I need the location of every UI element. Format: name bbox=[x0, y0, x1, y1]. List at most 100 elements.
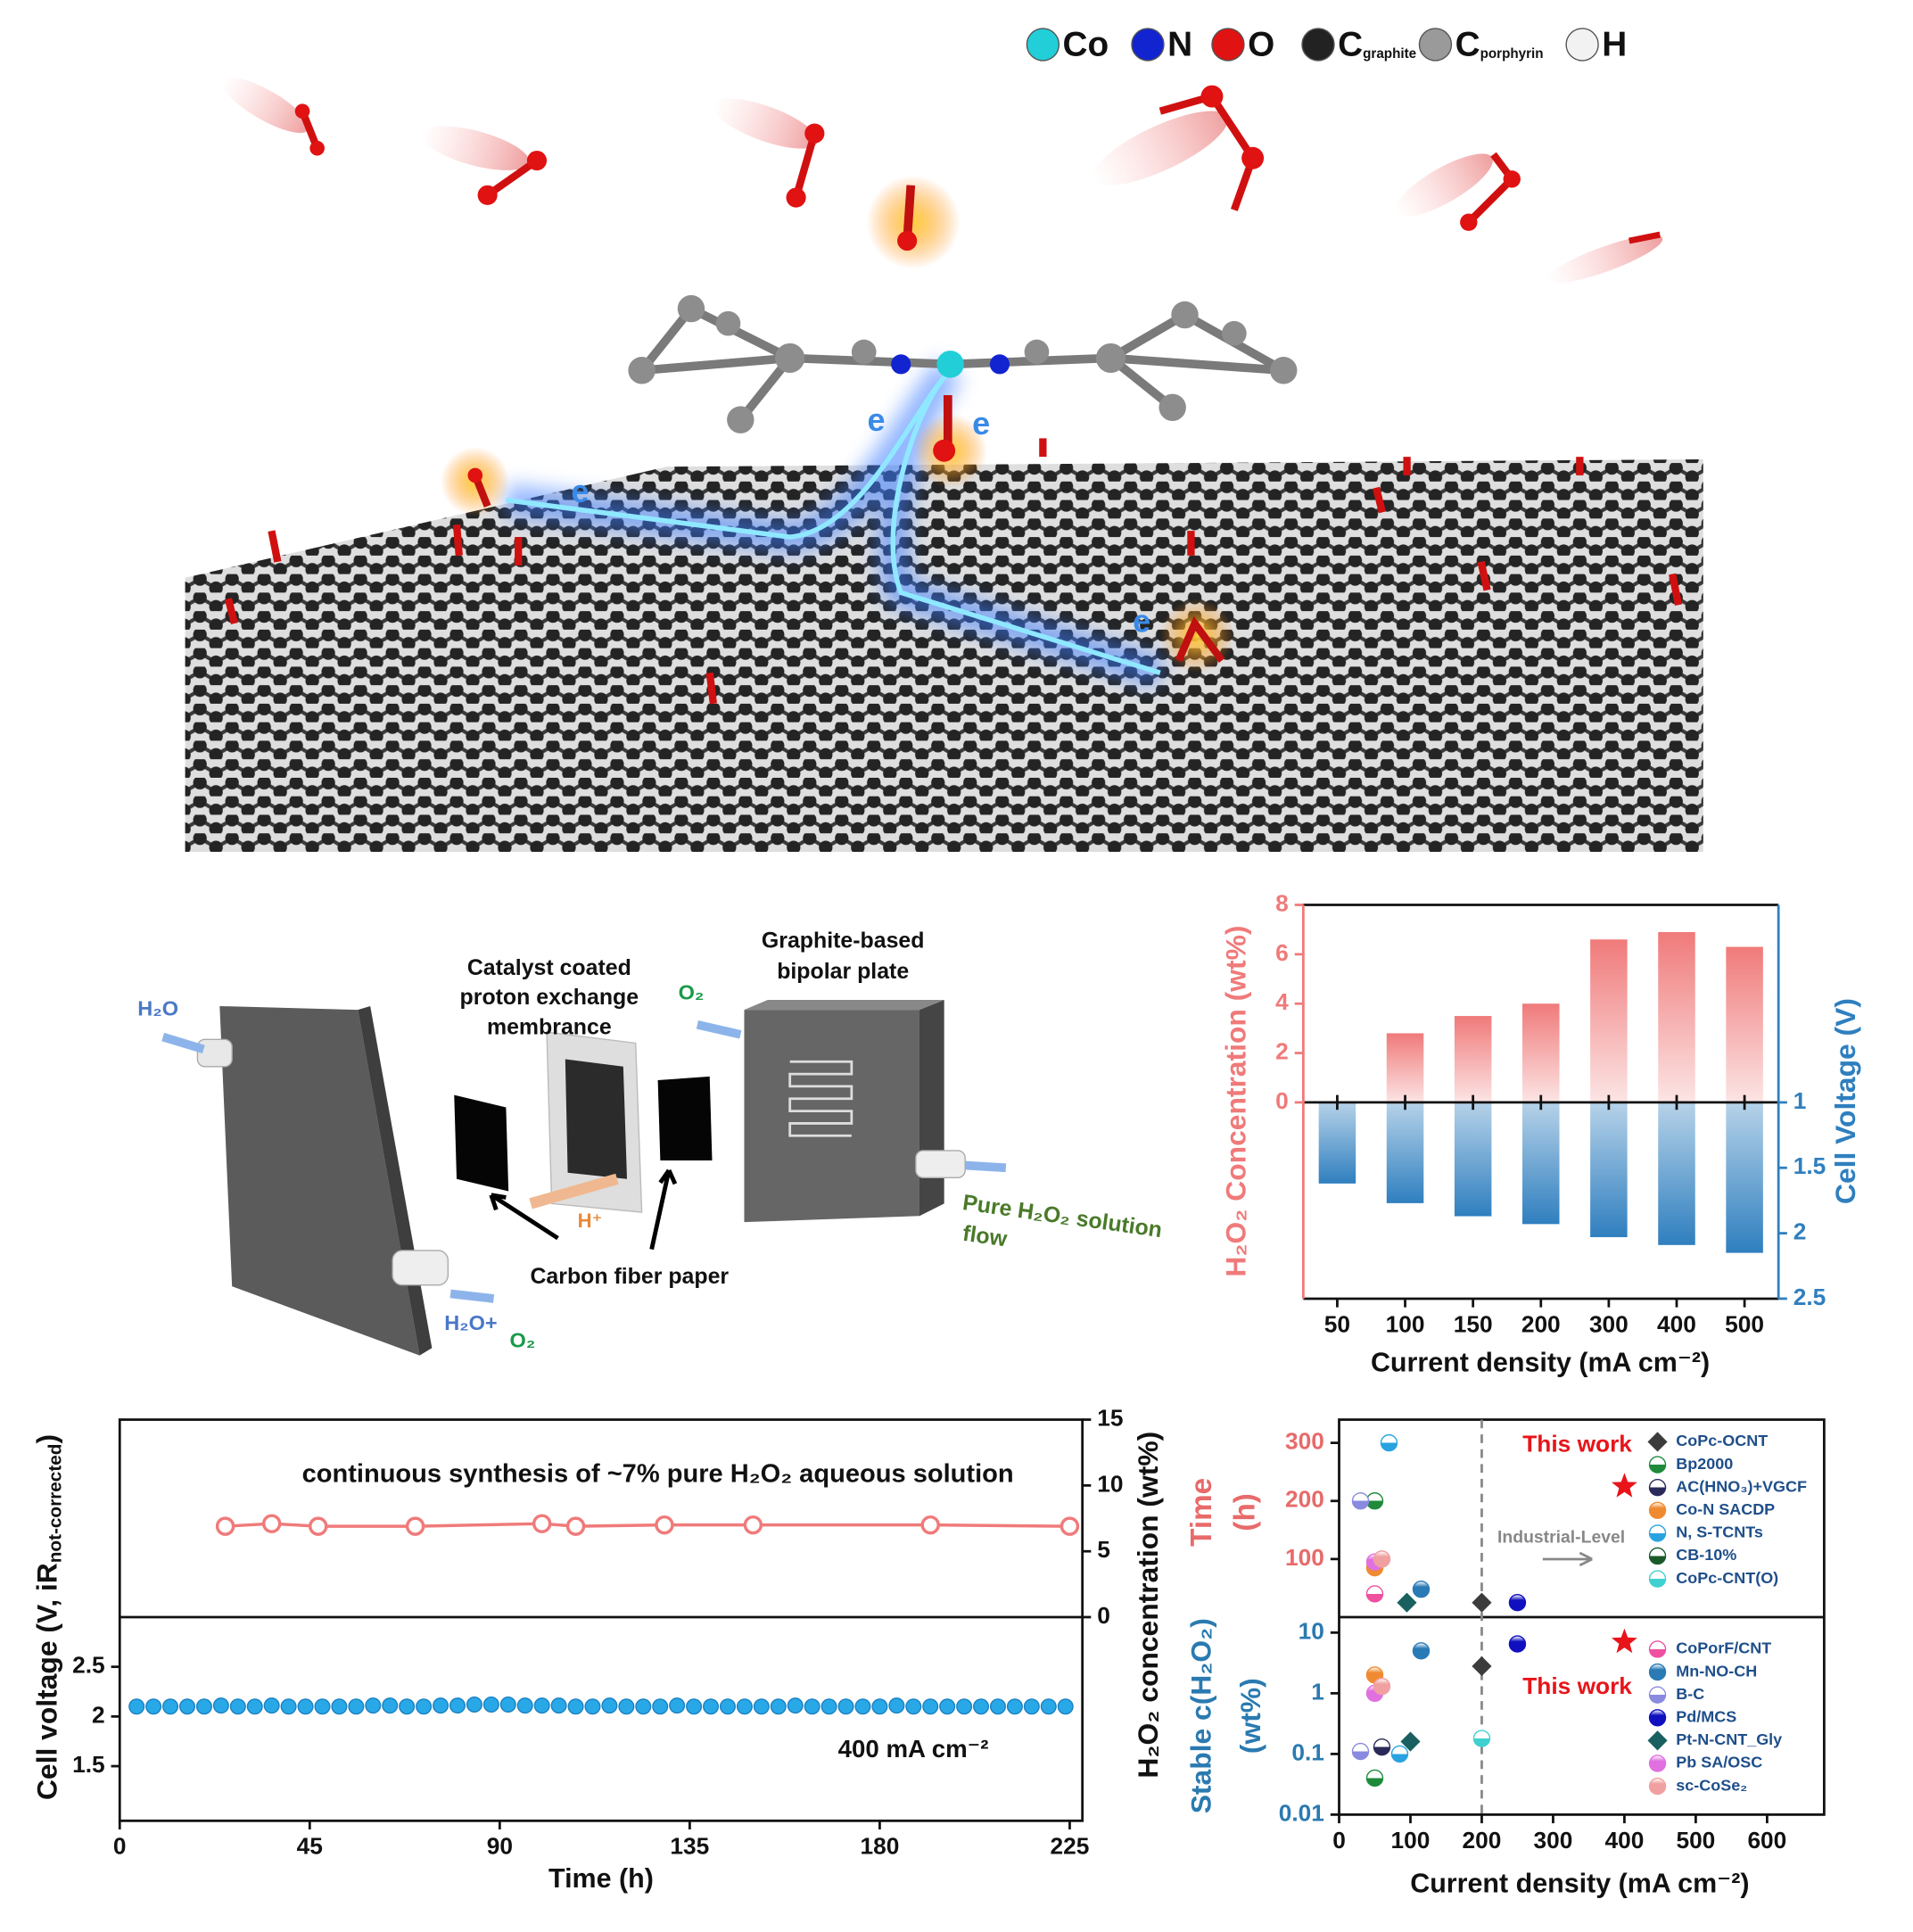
voltage-point bbox=[550, 1697, 567, 1714]
y-axis-title: H₂O₂ Concentration (wt%) bbox=[1219, 925, 1251, 1276]
voltage-point bbox=[871, 1698, 888, 1715]
membrane-label: proton exchange bbox=[460, 985, 639, 1010]
marker-ball bbox=[1365, 1769, 1384, 1788]
voltage-point bbox=[178, 1698, 195, 1715]
voltage-point bbox=[229, 1698, 246, 1715]
atom-symbol: C bbox=[1338, 26, 1363, 64]
marker-ball bbox=[1373, 1677, 1391, 1696]
inlet-label: H₂O bbox=[137, 996, 178, 1020]
legend-label: CoPc-CNT(O) bbox=[1676, 1569, 1778, 1587]
voltage-point bbox=[365, 1697, 382, 1714]
y2-tick-label: 0 bbox=[1097, 1602, 1110, 1629]
marker-ball bbox=[1373, 1738, 1391, 1756]
legend-swatch bbox=[1647, 1730, 1668, 1751]
bar bbox=[1522, 1003, 1560, 1102]
voltage-point bbox=[433, 1697, 449, 1714]
voltage-point bbox=[263, 1697, 280, 1714]
marker-ball bbox=[1412, 1581, 1431, 1598]
y2-axis-title: Stable c(H₂O₂) bbox=[1185, 1618, 1217, 1813]
annotation-arrow bbox=[1542, 1551, 1593, 1567]
electron-label: e bbox=[1133, 602, 1150, 639]
marker-ball bbox=[1365, 1492, 1384, 1510]
graphene-sheet bbox=[185, 458, 1703, 852]
plot-frame bbox=[118, 1418, 1084, 1822]
y2-axis-unit: (wt%) bbox=[1234, 1678, 1266, 1754]
legend-label: Pb SA/OSC bbox=[1676, 1754, 1762, 1771]
marker-diamond bbox=[1400, 1731, 1421, 1752]
legend-swatch bbox=[1648, 1754, 1667, 1772]
marker-diamond bbox=[1397, 1592, 1417, 1613]
outlet-pipe bbox=[392, 1250, 449, 1286]
electron-path bbox=[506, 368, 1161, 675]
o2-inlet-label: O₂ bbox=[679, 980, 705, 1003]
legend-label: Pd/MCS bbox=[1676, 1708, 1736, 1726]
concentration-point bbox=[1060, 1516, 1080, 1536]
concentration-point bbox=[655, 1515, 674, 1535]
atom-legend-swatch bbox=[1131, 28, 1165, 62]
x-tick-label: 300 bbox=[1589, 1310, 1629, 1337]
voltage-point bbox=[837, 1698, 854, 1715]
carbon-paper bbox=[657, 1076, 713, 1160]
legend-swatch bbox=[1647, 1432, 1668, 1452]
atom-symbol: H bbox=[1602, 26, 1627, 64]
voltage-point bbox=[820, 1698, 837, 1715]
concentration-point bbox=[565, 1516, 586, 1536]
y-tick-label: 1.5 bbox=[72, 1751, 105, 1778]
voltage-point bbox=[736, 1698, 753, 1715]
outlet-label: flow bbox=[961, 1221, 1010, 1252]
bar bbox=[1522, 1102, 1560, 1225]
x-tick-label: 600 bbox=[1747, 1827, 1786, 1854]
marker-ball bbox=[1412, 1642, 1431, 1660]
voltage-point bbox=[280, 1698, 297, 1715]
voltage-point bbox=[787, 1697, 804, 1714]
outlet-o2-label: O₂ bbox=[510, 1329, 536, 1352]
voltage-point bbox=[770, 1698, 787, 1715]
bar bbox=[1318, 1102, 1356, 1184]
voltage-point bbox=[466, 1697, 482, 1713]
y-tick-label: 2 bbox=[92, 1701, 105, 1728]
x-tick-label: 0 bbox=[113, 1833, 127, 1860]
voltage-point bbox=[416, 1698, 433, 1715]
x-tick-label: 50 bbox=[1324, 1310, 1350, 1337]
legend-swatch bbox=[1648, 1663, 1667, 1681]
legend-label: B-C bbox=[1676, 1685, 1704, 1703]
y2-tick-label: 1.5 bbox=[1793, 1152, 1826, 1179]
legend-label: Co-N SACDP bbox=[1676, 1500, 1775, 1518]
marker-star bbox=[1611, 1473, 1637, 1498]
illustration bbox=[185, 77, 1703, 852]
voltage-point bbox=[128, 1698, 145, 1715]
membrane-label: Catalyst coated bbox=[467, 955, 631, 980]
marker-ball bbox=[1380, 1433, 1398, 1452]
y-tick-label: 6 bbox=[1275, 939, 1289, 966]
proton-arrow bbox=[529, 1173, 619, 1210]
voltage-point bbox=[516, 1697, 533, 1714]
marker-ball bbox=[1472, 1730, 1491, 1747]
oxygen-molecules bbox=[221, 77, 1663, 673]
x-tick-label: 45 bbox=[297, 1833, 323, 1860]
voltage-point bbox=[922, 1698, 939, 1715]
y2-axis-title: Cell Voltage (V) bbox=[1829, 998, 1861, 1204]
atom-legend-swatch bbox=[1418, 28, 1453, 62]
y-axis-title-end: ) bbox=[31, 1434, 63, 1444]
concentration-point bbox=[215, 1516, 235, 1536]
industrial-annotation: Industrial-Level bbox=[1497, 1528, 1625, 1548]
x-axis-title: Time (h) bbox=[548, 1863, 654, 1894]
concentration-point bbox=[920, 1515, 940, 1535]
voltage-point bbox=[669, 1697, 686, 1714]
voltage-point bbox=[1023, 1698, 1040, 1715]
atom-subscript: graphite bbox=[1363, 46, 1416, 62]
y2-tick-label: 1 bbox=[1311, 1678, 1324, 1705]
concentration-point bbox=[261, 1514, 282, 1533]
voltage-point bbox=[719, 1698, 736, 1715]
marker-ball bbox=[1365, 1585, 1384, 1603]
voltage-point bbox=[212, 1697, 229, 1714]
marker-ball bbox=[1390, 1745, 1409, 1763]
voltage-point bbox=[382, 1697, 399, 1714]
atom-legend-swatch bbox=[1026, 28, 1060, 62]
voltage-point bbox=[348, 1698, 365, 1715]
x-tick-label: 300 bbox=[1534, 1827, 1573, 1854]
voltage-point bbox=[533, 1697, 550, 1714]
bar bbox=[1386, 1033, 1424, 1102]
flow-arrow bbox=[161, 1020, 1007, 1303]
